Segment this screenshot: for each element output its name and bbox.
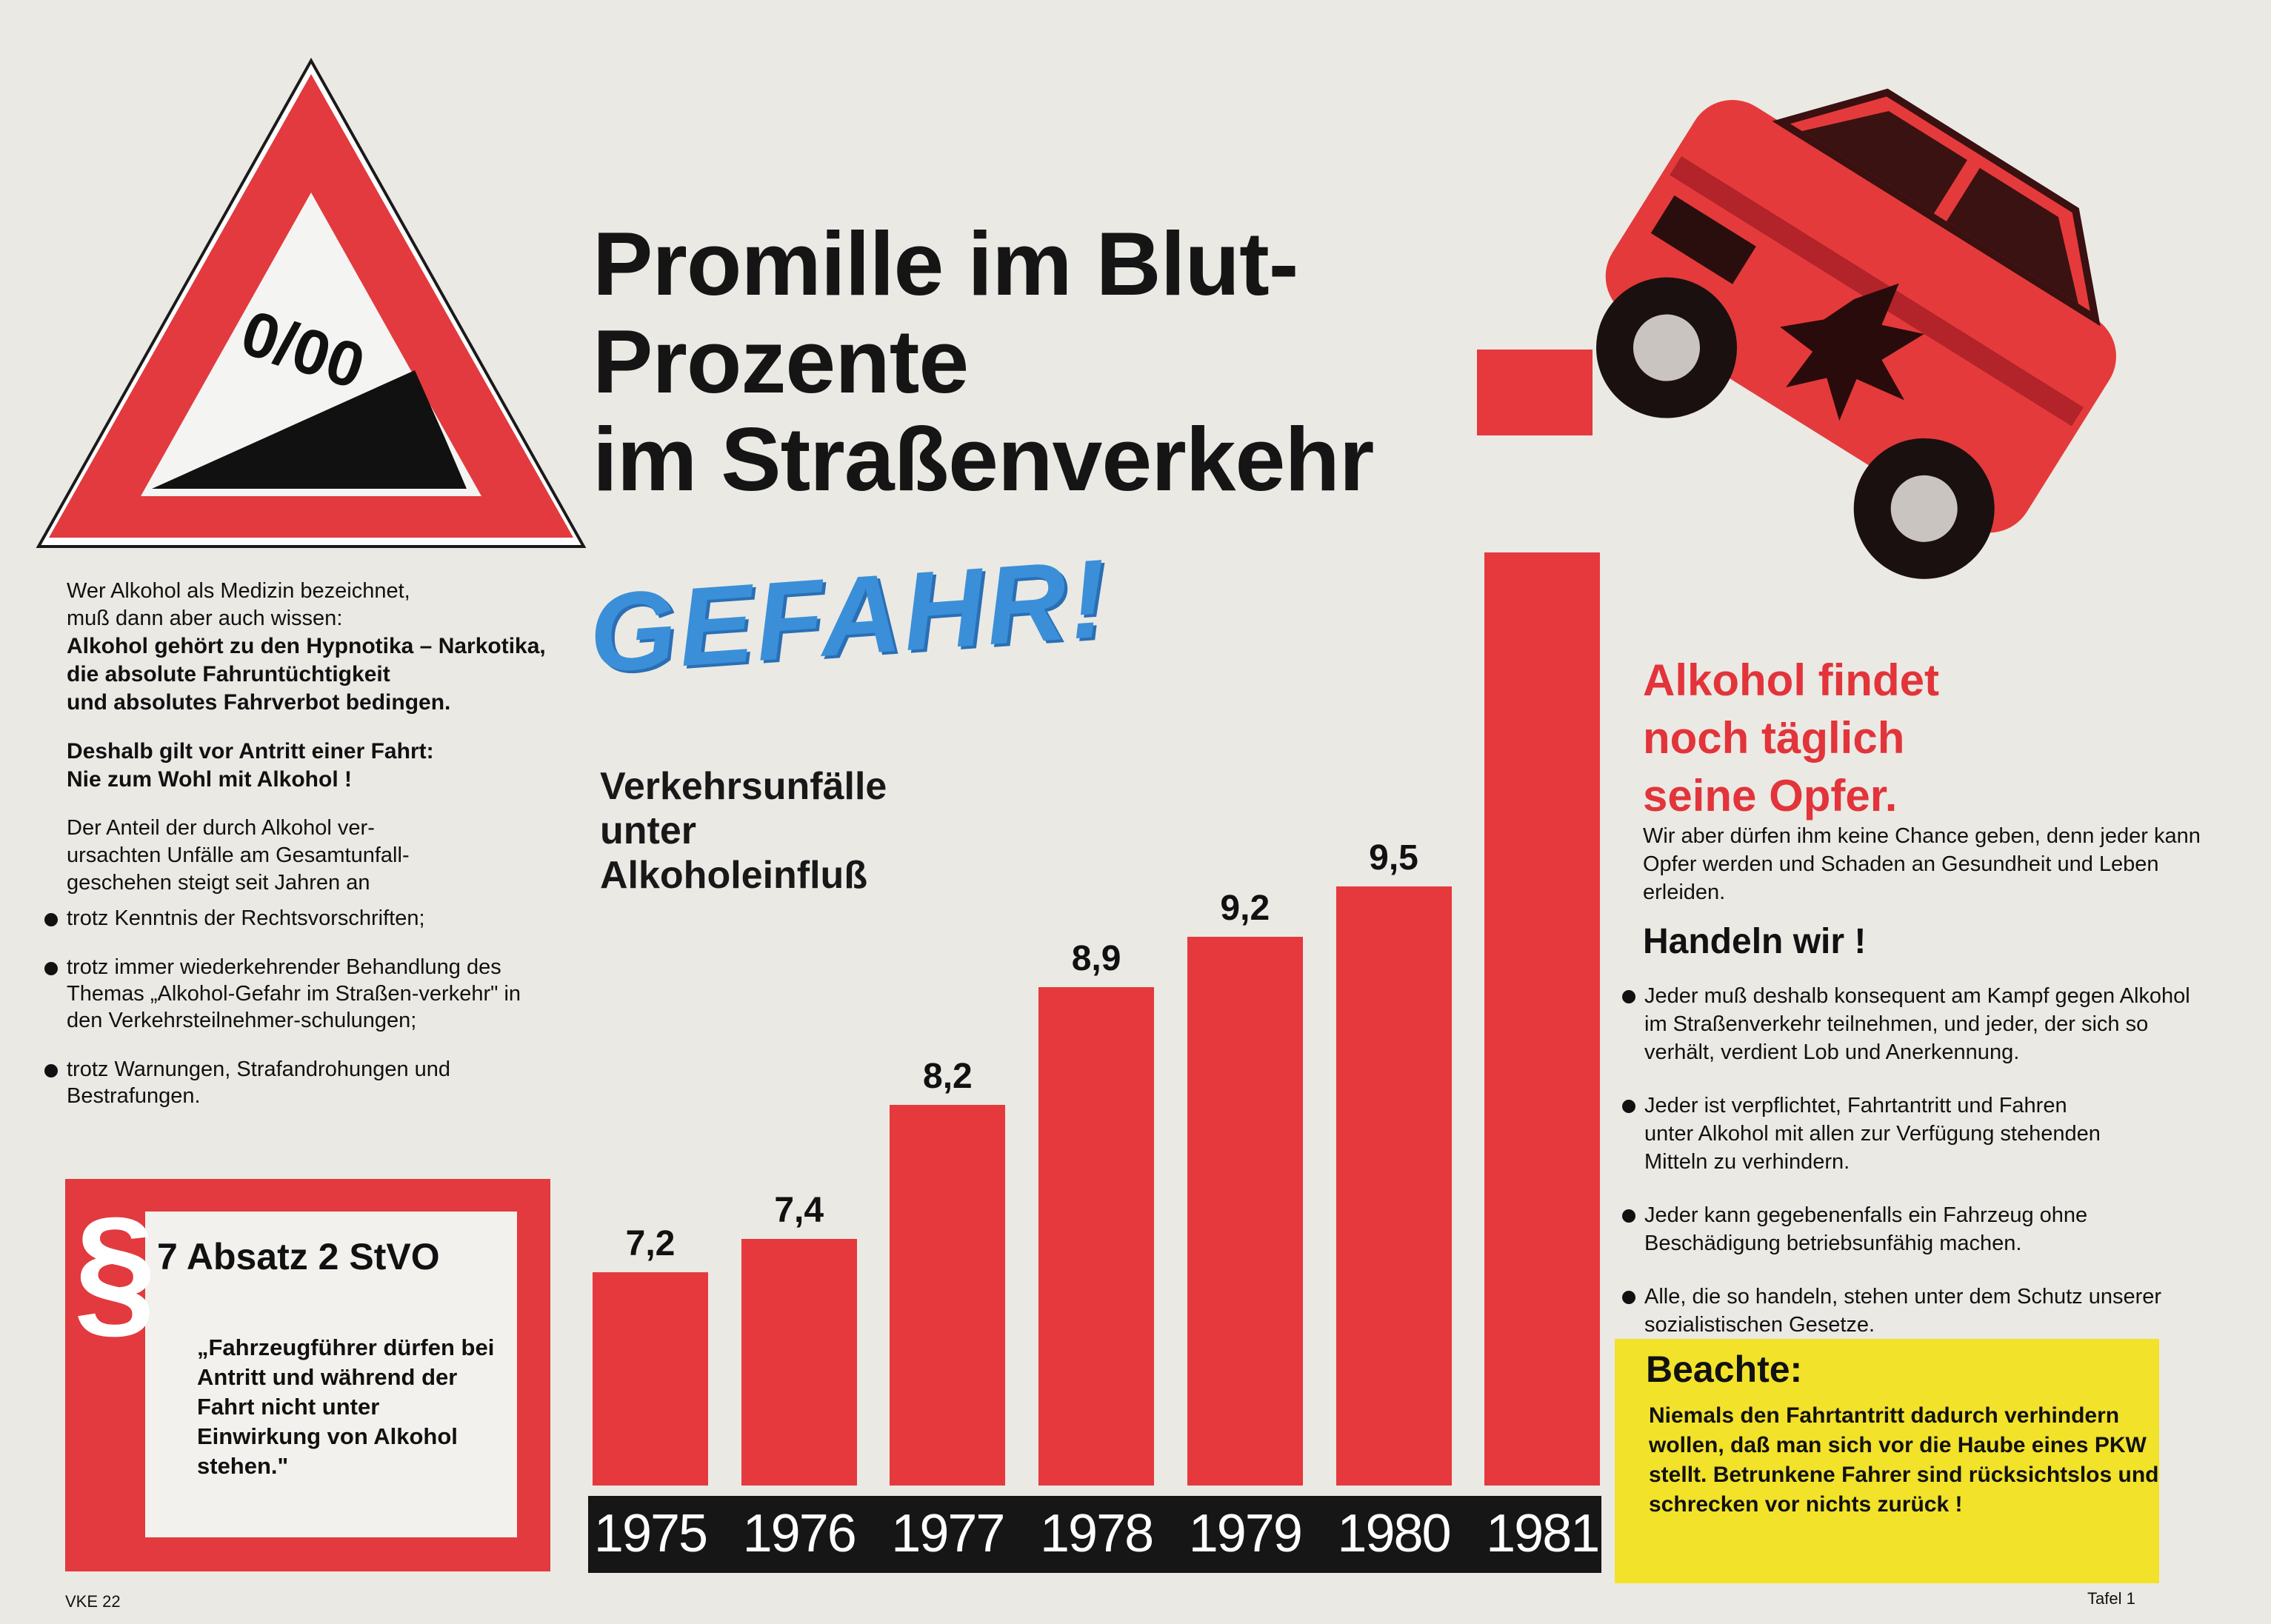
paragraph-icon: §: [74, 1187, 157, 1352]
value-label-1978: 8,9: [1071, 939, 1121, 979]
right-headline-line-3: seine Opfer.: [1643, 771, 1898, 821]
chart-top-accent-block: [1477, 350, 1593, 435]
page-title: Promille im Blut- Prozente im Straßenver…: [593, 213, 1374, 509]
footer-code: VKE 22: [65, 1592, 121, 1611]
value-label-1975: 7,2: [625, 1224, 676, 1264]
deshalb-line-2: Nie zum Wohl mit Alkohol !: [67, 767, 352, 792]
handeln-heading: Handeln wir !: [1643, 922, 1867, 961]
note-box: [1615, 1339, 2159, 1583]
left-intro: Wer Alkohol als Medizin bezeichnet, muß …: [67, 578, 578, 918]
crashed-car-illustration: [1595, 88, 2116, 579]
value-label-1979: 9,2: [1220, 889, 1270, 929]
right-bullet-list: Jeder muß deshalb konsequent am Kampf ge…: [1619, 982, 2204, 1364]
bar-1980: [1335, 886, 1452, 1486]
year-label-1975: 1975: [593, 1504, 708, 1563]
title-line-2: Prozente: [593, 311, 969, 412]
left-bullet-list: trotz Kenntnis der Rechtsvorschriften; t…: [41, 905, 575, 1132]
law-title: 7 Absatz 2 StVO: [157, 1236, 440, 1277]
bar-1979: [1187, 937, 1303, 1486]
bar-1975: [593, 1272, 708, 1486]
note-title: Beachte:: [1646, 1349, 1803, 1390]
right-bullet-4: Alle, die so handeln, stehen unter dem S…: [1619, 1283, 2204, 1339]
left-bullet-3: trotz Warnungen, Strafandrohungen und Be…: [41, 1056, 481, 1109]
bar-1981: [1484, 552, 1601, 1486]
right-headline-line-2: noch täglich: [1643, 713, 1905, 763]
right-intro-text: Wir aber dürfen ihm keine Chance geben, …: [1643, 824, 2201, 904]
title-line-1: Promille im Blut-: [593, 213, 1298, 314]
right-bullet-1: Jeder muß deshalb konsequent am Kampf ge…: [1619, 982, 2204, 1066]
right-bullet-3: Jeder kann gegebenenfalls ein Fahrzeug o…: [1619, 1201, 2204, 1257]
anteil-line-1: Der Anteil der durch Alkohol ver-: [67, 816, 375, 840]
year-axis-band: [588, 1496, 1601, 1573]
value-label-1976: 7,4: [774, 1191, 824, 1231]
year-label-1979: 1979: [1188, 1504, 1303, 1563]
gefahr-headline: GEFAHR!: [585, 535, 1114, 696]
intro-bold-line-1: Alkohol gehört zu den Hypnotika – Narkot…: [67, 634, 546, 658]
year-label-1977: 1977: [891, 1504, 1005, 1563]
year-label-1980: 1980: [1337, 1504, 1451, 1563]
left-bullet-2: trotz immer wiederkehrender Behandlung d…: [41, 954, 541, 1034]
law-box-inner: [145, 1212, 517, 1537]
subtitle-line-3: Alkoholeinfluß: [600, 854, 868, 897]
value-label-1980: 9,5: [1369, 838, 1418, 878]
warning-sign-icon: 0/00: [36, 57, 587, 548]
value-label-1977: 8,2: [923, 1056, 973, 1096]
note-text: Niemals den Fahrtantritt dadurch verhind…: [1649, 1403, 2159, 1517]
year-label-1981: 1981: [1486, 1504, 1600, 1563]
footer-sheet-number: Tafel 1: [2087, 1589, 2135, 1608]
deshalb-line-1: Deshalb gilt vor Antritt einer Fahrt:: [67, 739, 434, 763]
anteil-line-2: ursachten Unfälle am Gesamtunfall-: [67, 843, 410, 867]
year-label-1978: 1978: [1040, 1504, 1154, 1563]
intro-bold-line-2: die absolute Fahruntüchtigkeit: [67, 662, 390, 686]
intro-bold-line-3: und absolutes Fahrverbot bedingen.: [67, 690, 451, 715]
subtitle-line-2: unter: [600, 809, 696, 852]
right-headline-line-1: Alkohol findet: [1643, 655, 1939, 705]
intro-line-2: muß dann aber auch wissen:: [67, 607, 343, 630]
year-label-1976: 1976: [742, 1504, 857, 1563]
law-quote: „Fahrzeugführer dürfen bei Antritt und w…: [197, 1334, 495, 1479]
anteil-line-3: geschehen steigt seit Jahren an: [67, 871, 370, 895]
chart-subtitle: Verkehrsunfälle unter Alkoholeinfluß: [600, 764, 887, 898]
bar-1976: [741, 1239, 857, 1486]
left-bullet-1: trotz Kenntnis der Rechtsvorschriften;: [41, 905, 575, 932]
subtitle-line-1: Verkehrsunfälle: [600, 765, 887, 808]
bar-1977: [890, 1104, 1006, 1486]
right-bullet-2: Jeder ist verpflichtet, Fahrtantritt und…: [1619, 1092, 2118, 1176]
bar-1978: [1038, 987, 1155, 1486]
intro-line-1: Wer Alkohol als Medizin bezeichnet,: [67, 579, 410, 603]
right-headline: Alkohol findet noch täglich seine Opfer.: [1643, 652, 1939, 825]
title-line-3: im Straßenverkehr: [593, 409, 1374, 509]
